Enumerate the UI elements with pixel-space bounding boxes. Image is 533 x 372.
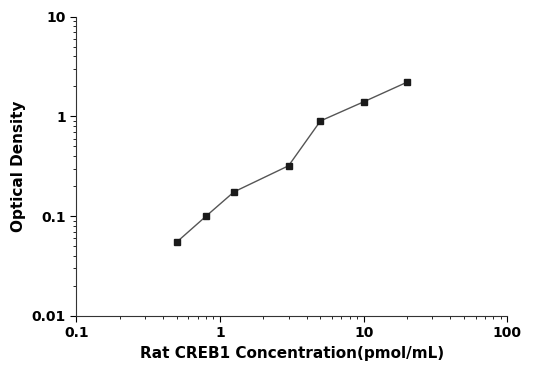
Y-axis label: Optical Density: Optical Density xyxy=(11,100,26,232)
X-axis label: Rat CREB1 Concentration(pmol/mL): Rat CREB1 Concentration(pmol/mL) xyxy=(140,346,444,361)
